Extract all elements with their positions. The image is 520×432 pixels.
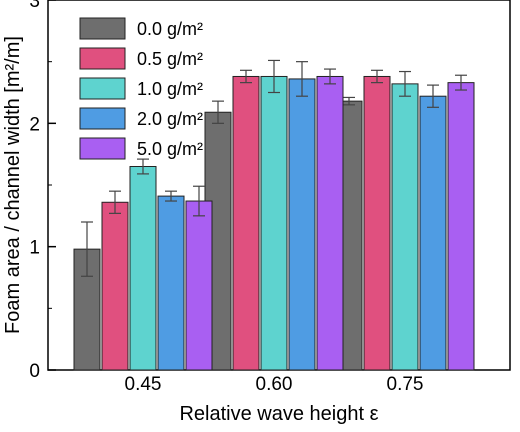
error-bar (137, 158, 149, 175)
y-tick-label: 0 (29, 361, 40, 382)
error-bar (371, 69, 383, 84)
error-bar (427, 84, 439, 108)
error-bar (81, 221, 93, 277)
legend-label: 5.0 g/m² (137, 139, 203, 159)
error-bar (240, 69, 252, 84)
bar (419, 95, 447, 371)
bar (260, 75, 288, 371)
bar (129, 166, 157, 371)
error-bar (296, 61, 308, 97)
bar (391, 83, 419, 371)
y-axis: 0 1 2 3 (29, 0, 56, 382)
bar (316, 75, 344, 371)
bar (101, 201, 129, 371)
legend-label: 2.0 g/m² (137, 109, 203, 129)
legend-swatch (79, 107, 126, 130)
legend: 0.0 g/m² 0.5 g/m² 1.0 g/m² 2.0 g/m² 5.0 g/m² (79, 17, 203, 160)
bar (232, 75, 260, 371)
y-tick-label: 2 (29, 114, 40, 135)
x-axis: 0.45 0.60 0.75 (125, 363, 424, 395)
error-bar (165, 190, 177, 202)
bar (447, 82, 475, 371)
x-tick-label: 0.60 (256, 374, 293, 395)
x-axis-label: Relative wave height ε (179, 403, 378, 425)
legend-label: 0.0 g/m² (137, 19, 203, 39)
bars-layer (73, 59, 475, 371)
legend-swatch (79, 17, 126, 40)
error-bar (268, 59, 280, 94)
bar (288, 78, 316, 371)
legend-swatch (79, 77, 126, 100)
bar (185, 200, 213, 371)
y-tick-label: 3 (29, 0, 40, 12)
error-bar (324, 68, 336, 85)
bar (363, 75, 391, 371)
error-bar (212, 100, 224, 124)
bar (157, 195, 185, 371)
legend-label: 0.5 g/m² (137, 49, 203, 69)
y-axis-label: Foam area / channel width [m²/m] (2, 36, 24, 334)
legend-swatch (79, 47, 126, 70)
x-tick-label: 0.45 (125, 374, 162, 395)
legend-swatch (79, 137, 126, 160)
error-bar (193, 185, 205, 217)
error-bar (399, 70, 411, 97)
error-bar (455, 74, 467, 91)
y-tick-label: 1 (29, 238, 40, 259)
x-tick-label: 0.75 (387, 374, 424, 395)
legend-label: 1.0 g/m² (137, 79, 203, 99)
error-bar (109, 190, 121, 214)
error-bar (343, 96, 355, 106)
